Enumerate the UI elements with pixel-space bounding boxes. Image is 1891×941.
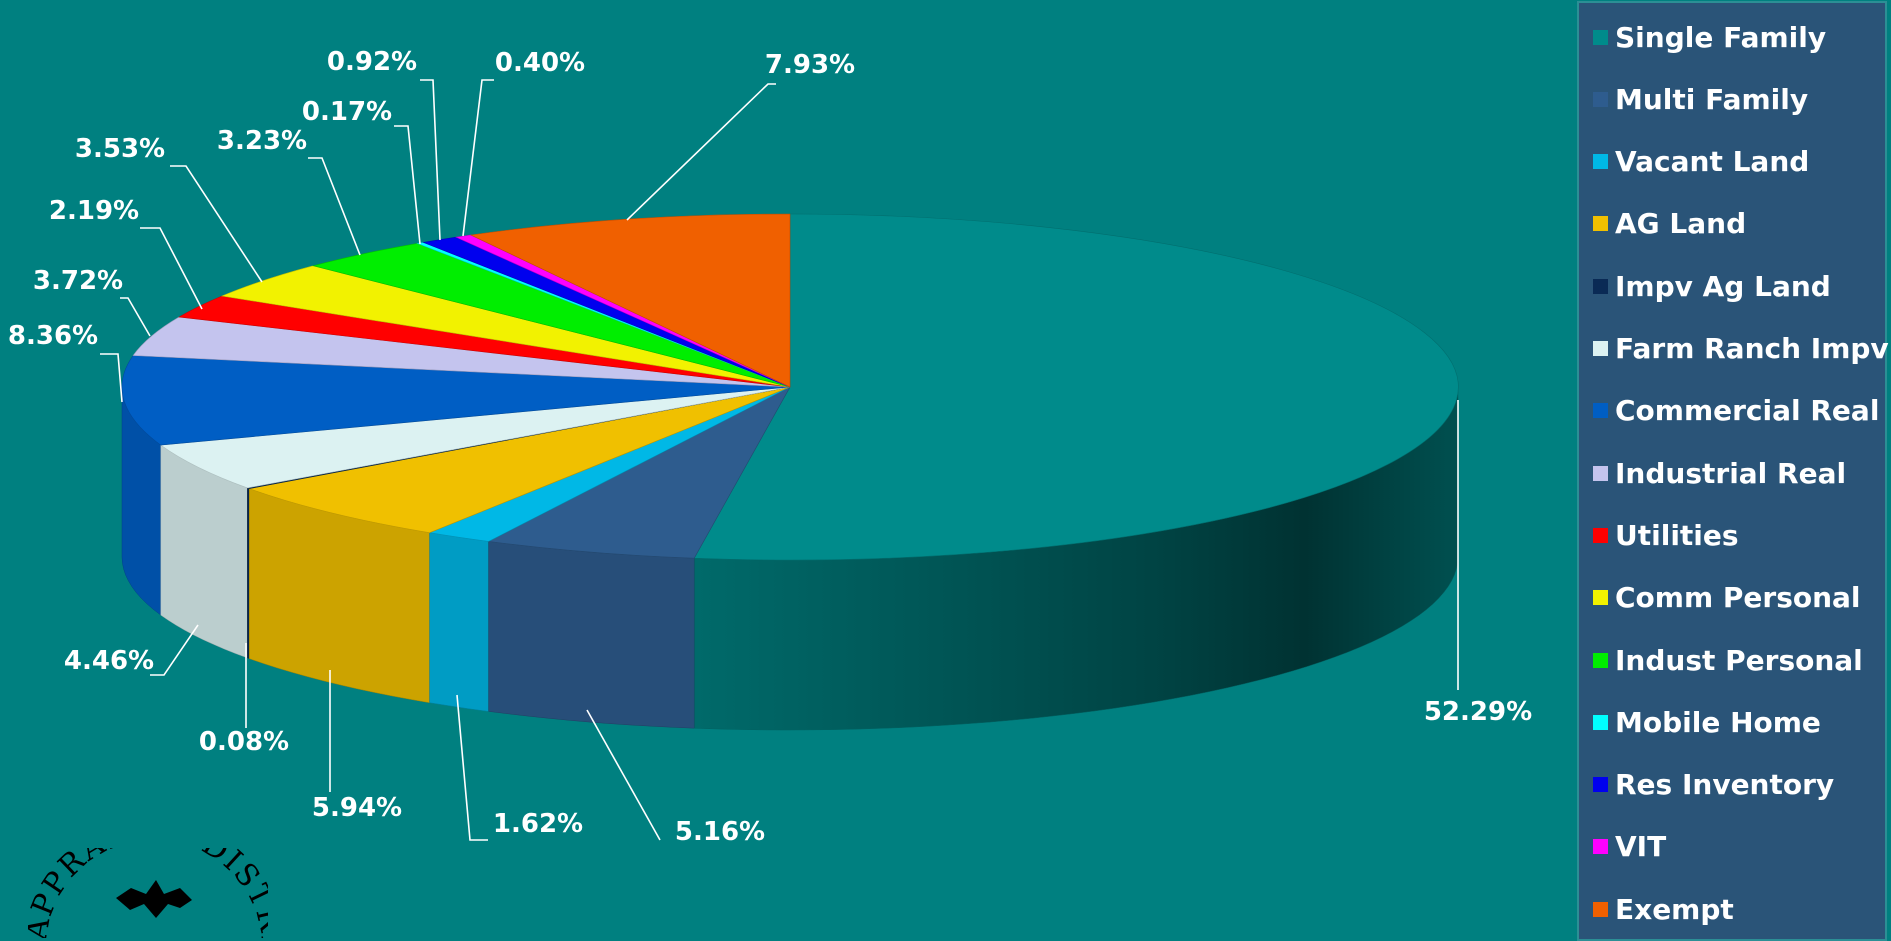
leader-exempt [626, 83, 776, 221]
leader-vit [462, 79, 494, 237]
legend-label: Vacant Land [1615, 145, 1810, 179]
data-label-exempt: 7.93% [765, 50, 855, 80]
appraisal-district-seal: APPRAISAL DISTRICT [28, 848, 268, 938]
legend-swatch [1593, 216, 1608, 232]
legend-swatch [1593, 29, 1608, 45]
legend-swatch [1593, 652, 1608, 668]
legend-label: Impv Ag Land [1615, 269, 1831, 303]
data-label-multi-family: 5.16% [675, 817, 765, 847]
legend-item-indust-personal: Indust Personal [1593, 640, 1863, 680]
side-impv-ag-land [247, 487, 250, 659]
legend-item-utilities: Utilities [1593, 515, 1739, 555]
legend-swatch [1593, 278, 1608, 294]
leader-commercial-real [100, 353, 123, 403]
legend-swatch [1593, 901, 1608, 917]
legend-item-impv-ag-land: Impv Ag Land [1593, 266, 1831, 306]
legend-label: Mobile Home [1615, 705, 1821, 739]
data-label-impv-ag-land: 0.08% [199, 727, 289, 757]
legend-swatch [1593, 714, 1608, 730]
legend-label: VIT [1615, 830, 1667, 864]
legend-item-industrial-real: Industrial Real [1593, 453, 1846, 493]
data-label-ag-land: 5.94% [312, 793, 402, 823]
legend-swatch [1593, 777, 1608, 793]
leader-res-inventory [420, 79, 441, 241]
data-label-mobile-home: 0.17% [302, 97, 392, 127]
slice-commercial-real [121, 355, 791, 446]
legend-label: Exempt [1615, 892, 1734, 926]
legend-item-vacant-land: Vacant Land [1593, 142, 1809, 182]
legend-item-mobile-home: Mobile Home [1593, 702, 1821, 742]
legend-swatch [1593, 465, 1608, 481]
legend-label: Single Family [1615, 20, 1827, 54]
legend-item-multi-family: Multi Family [1593, 79, 1808, 119]
leader-farm-ranch-impv [150, 624, 199, 676]
data-label-res-inventory: 0.92% [327, 47, 417, 77]
data-label-farm-ranch-impv: 4.46% [64, 646, 154, 676]
legend-label: Res Inventory [1615, 768, 1835, 802]
data-label-single-family: 52.29% [1424, 697, 1532, 727]
legend-item-ag-land: AG Land [1593, 204, 1746, 244]
seal-emblem-icon [116, 880, 192, 918]
side-vacant-land [429, 532, 489, 712]
legend-item-commercial-real: Commercial Real [1593, 391, 1879, 431]
legend-label: Utilities [1615, 518, 1739, 552]
data-label-vit: 0.40% [495, 48, 585, 78]
data-label-industrial-real: 3.72% [33, 266, 123, 296]
leader-comm-personal [170, 165, 263, 283]
side-multi-family [488, 541, 695, 729]
legend: Single Family Multi Family Vacant Land AG L… [1577, 1, 1889, 941]
pie-chart: 52.29% 5.16% 1.62% 5.94% 0.08% 4.46% 8.36% 3.72… [8, 47, 1532, 847]
data-labels: 52.29% 5.16% 1.62% 5.94% 0.08% 4.46% 8.36% 3.72… [8, 47, 1532, 847]
data-label-utilities: 2.19% [49, 196, 139, 226]
legend-label: Comm Personal [1615, 581, 1861, 615]
pie-slices [121, 213, 1459, 561]
data-label-vacant-land: 1.62% [493, 809, 583, 839]
legend-item-vit: VIT [1593, 827, 1666, 867]
legend-label: Commercial Real [1615, 394, 1880, 428]
slice-farm-ranch-impv [159, 386, 791, 489]
leader-indust-personal [308, 157, 361, 256]
legend-label: AG Land [1615, 207, 1747, 241]
legend-swatch [1593, 527, 1608, 543]
data-label-commercial-real: 8.36% [8, 321, 98, 351]
leader-utilities [140, 227, 203, 310]
slice-ag-land [248, 386, 791, 534]
slice-single-family [693, 213, 1459, 561]
legend-item-comm-personal: Comm Personal [1593, 578, 1861, 618]
legend-swatch [1593, 91, 1608, 107]
label-leaders [100, 79, 1459, 841]
legend-item-exempt: Exempt [1593, 889, 1734, 929]
legend-swatch [1593, 341, 1608, 356]
legend-swatch [1593, 154, 1608, 170]
leader-mobile-home [394, 125, 421, 245]
leader-industrial-real [120, 297, 151, 337]
legend-label: Industrial Real [1615, 456, 1847, 490]
legend-label: Multi Family [1615, 82, 1809, 116]
legend-item-farm-ranch-impv: Farm Ranch Impv [1593, 329, 1889, 369]
legend-swatch [1593, 590, 1608, 606]
legend-item-res-inventory: Res Inventory [1593, 765, 1834, 805]
legend-item-single-family: Single Family [1593, 17, 1826, 57]
legend-label: Farm Ranch Impv [1615, 332, 1889, 365]
leader-vacant-land [456, 694, 488, 841]
slice-exempt [469, 213, 791, 388]
leader-multi-family [586, 709, 661, 841]
data-label-indust-personal: 3.23% [217, 126, 307, 156]
data-label-comm-personal: 3.53% [75, 134, 165, 164]
pie-sides [121, 386, 1459, 731]
slice-multi-family [487, 386, 791, 559]
legend-swatch [1593, 839, 1608, 855]
legend-label: Indust Personal [1615, 643, 1863, 677]
legend-swatch [1593, 403, 1608, 419]
